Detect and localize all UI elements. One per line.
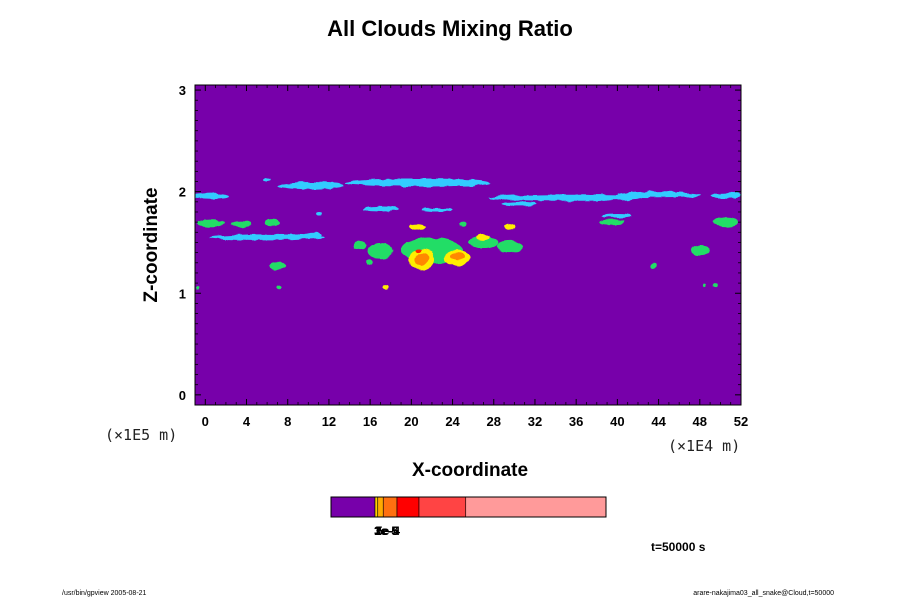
x-axis-label: X-coordinate <box>411 460 529 481</box>
cloud-feature-18 <box>713 218 738 227</box>
colorbar-segment-1 <box>374 496 379 518</box>
x-tick-label-1: 4 <box>243 414 251 429</box>
x-tick-label-13: 52 <box>734 414 748 429</box>
footer-command: /usr/bin/gpview 2005-08-21 <box>62 590 147 597</box>
colorbar-segment-5 <box>418 496 467 518</box>
x-axis-unit: (×1E4 m) <box>668 437 741 455</box>
x-tick-label-7: 28 <box>487 414 501 429</box>
cloud-feature-12 <box>601 214 633 219</box>
colorbar-segment-3 <box>382 496 398 518</box>
colorbar-label-3: 5e-4 <box>376 524 400 538</box>
cloud-feature-35 <box>458 221 467 227</box>
y-tick-label-2: 2 <box>179 185 186 200</box>
cloud-feature-24 <box>713 283 717 288</box>
cloud-feature-39 <box>382 285 389 290</box>
y-axis-unit: (×1E5 m) <box>105 426 178 444</box>
cloud-feature-10 <box>501 201 538 206</box>
y-tick-label-3: 3 <box>179 83 186 98</box>
cloud-feature-42 <box>417 248 423 253</box>
cloud-feature-29 <box>366 259 375 266</box>
cloud-feature-38 <box>477 234 490 241</box>
x-tick-label-2: 8 <box>284 414 291 429</box>
cloud-feature-9 <box>421 207 453 212</box>
x-tick-label-0: 0 <box>202 414 209 429</box>
cloud-feature-34 <box>408 224 425 231</box>
time-annotation: t=50000 s <box>651 540 706 554</box>
cloud-feature-3 <box>488 194 644 201</box>
cloud-feature-13 <box>210 234 324 241</box>
plot-frame <box>194 84 742 406</box>
x-tick-label-9: 36 <box>569 414 583 429</box>
chart-title: All Clouds Mixing Ratio <box>327 16 573 41</box>
x-tick-label-11: 44 <box>651 414 666 429</box>
colorbar-frame <box>330 496 607 518</box>
cloud-feature-23 <box>650 262 657 269</box>
x-tick-label-12: 48 <box>693 414 707 429</box>
cloud-feature-33 <box>504 224 515 231</box>
cloud-feature-40 <box>414 253 429 266</box>
cloud-feature-17 <box>264 219 280 226</box>
cloud-feature-7 <box>264 177 271 182</box>
cloud-feature-16 <box>231 221 252 228</box>
cloud-feature-21 <box>269 261 286 270</box>
colorbar-label-2: 3e-5 <box>374 524 398 538</box>
x-tick-label-5: 20 <box>404 414 418 429</box>
cloud-feature-32 <box>496 240 523 253</box>
footer-file: arare-nakajima03_all_snake@Cloud,t=50000 <box>693 590 834 597</box>
cloud-feature-15 <box>197 219 224 227</box>
cloud-feature-1 <box>276 182 344 190</box>
colorbar-segment-4 <box>396 496 420 518</box>
cloud-feature-2 <box>434 181 492 187</box>
cloud-feature-28 <box>353 241 367 250</box>
colorbar-segment-6 <box>465 496 607 518</box>
x-tick-label-6: 24 <box>445 414 460 429</box>
colorbar-label-0: 1e-5 <box>374 524 398 538</box>
cloud-feature-5 <box>195 192 229 199</box>
cloud-feature-8 <box>362 206 399 212</box>
x-tick-label-3: 12 <box>322 414 336 429</box>
cloud-feature-41 <box>450 252 465 261</box>
plot-background <box>195 85 741 405</box>
cloud-feature-31 <box>469 236 498 249</box>
cloud-feature-6 <box>710 192 741 199</box>
cloud-feature-4 <box>617 191 700 198</box>
cloud-feature-19 <box>599 219 626 225</box>
colorbar-label-1: 2e-5 <box>375 524 399 538</box>
colorbar-segment-2 <box>377 496 384 518</box>
cloud-feature-14 <box>305 232 322 238</box>
cloud-feature-11 <box>315 211 322 215</box>
cloud-feature-26 <box>195 285 200 291</box>
y-tick-label-1: 1 <box>179 286 186 301</box>
x-tick-label-10: 40 <box>610 414 624 429</box>
colorbar-segment-0 <box>330 496 376 518</box>
x-tick-label-4: 16 <box>363 414 377 429</box>
cloud-feature-22 <box>276 285 283 290</box>
y-tick-label-0: 0 <box>179 388 186 403</box>
cloud-feature-27 <box>367 242 394 259</box>
cloud-feature-20 <box>690 245 710 256</box>
cloud-feature-25 <box>703 283 707 288</box>
x-tick-label-8: 32 <box>528 414 542 429</box>
